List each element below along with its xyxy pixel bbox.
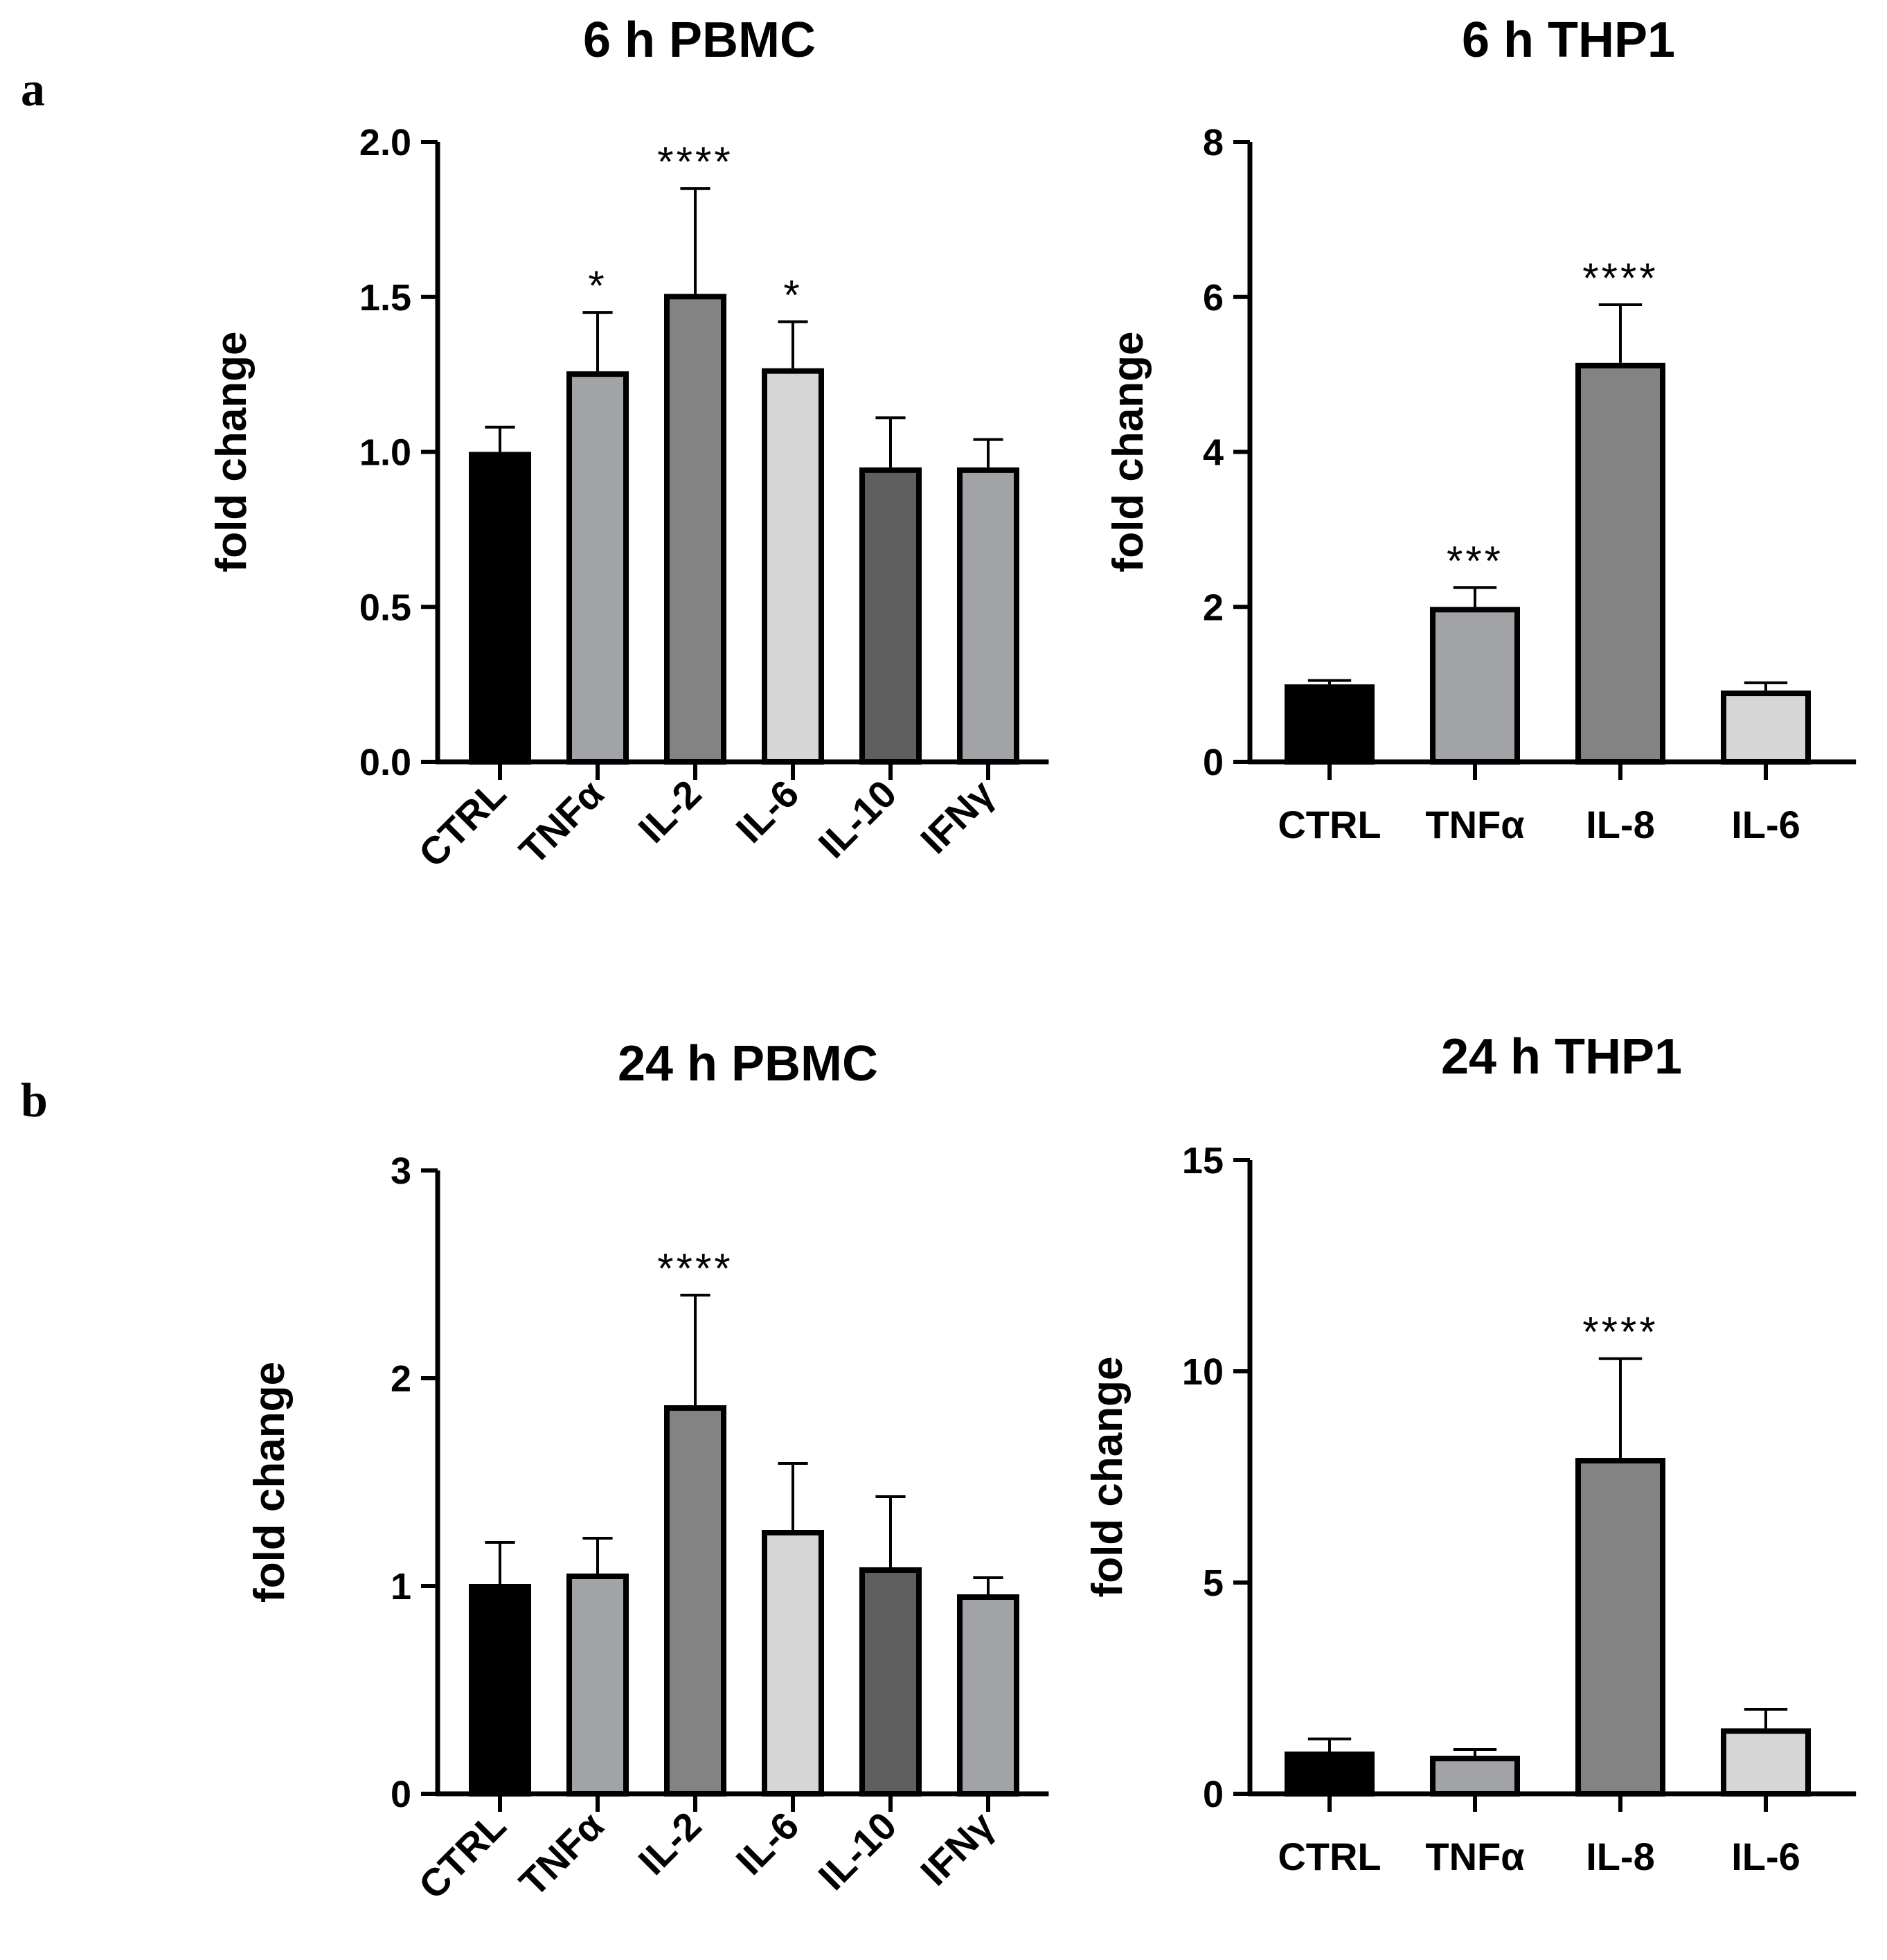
category-label: IL-6 (728, 1803, 807, 1883)
bar-ifn- (957, 1594, 1019, 1797)
category-label: IL-6 (1731, 1835, 1800, 1878)
significance-label: **** (1582, 255, 1658, 301)
significance-label: **** (1582, 1309, 1658, 1355)
bar-il-6 (762, 368, 824, 765)
y-tick-label: 6 (1203, 277, 1224, 319)
category-label: CTRL (1278, 1835, 1381, 1878)
significance-label: **** (657, 1245, 733, 1292)
bar-tnf- (1430, 607, 1520, 765)
bar-il-2 (664, 1405, 726, 1797)
y-tick-label: 0 (391, 1774, 411, 1815)
chart-6h-thp1: 6 h THP1 fold change 0 2 4 6 8 CTRL TNFα *** IL-8 *… (1105, 12, 1857, 846)
chart-title: 6 h PBMC (583, 12, 816, 68)
category-label: IL-10 (810, 772, 905, 866)
y-axis-label: fold change (208, 332, 256, 573)
y-tick-label: 0.5 (359, 587, 411, 628)
y-tick-label: 1.0 (359, 432, 411, 474)
category-label: TNFα (1425, 803, 1524, 846)
y-tick-label: 1 (391, 1566, 411, 1607)
y-tick-label: 1.5 (359, 277, 411, 319)
bar-il-8 (1575, 362, 1665, 765)
category-label: CTRL (410, 1803, 514, 1907)
category-label: IL-6 (1731, 803, 1800, 846)
y-axis-label: fold change (246, 1362, 294, 1603)
y-tick-label: 5 (1203, 1562, 1224, 1604)
panel-label-b: b (21, 1074, 48, 1128)
category-label: TNFα (511, 1803, 612, 1905)
y-tick-label: 0 (1203, 1774, 1224, 1815)
category-label: IL-8 (1586, 803, 1655, 846)
bar-tnf- (566, 1574, 629, 1797)
bar-ifn- (957, 467, 1019, 765)
bar-ctrl (469, 1584, 531, 1797)
category-label: IL-6 (728, 772, 807, 851)
y-tick-label: 2 (1203, 587, 1224, 628)
bar-il-6 (1721, 691, 1811, 765)
y-tick-label: 10 (1182, 1351, 1224, 1393)
chart-title: 24 h THP1 (1441, 1029, 1682, 1085)
category-label: IL-10 (810, 1803, 905, 1898)
y-tick-label: 0.0 (359, 742, 411, 783)
bar-il-10 (859, 467, 922, 765)
bar-tnf- (1430, 1756, 1520, 1797)
y-tick-label: 3 (391, 1150, 411, 1192)
y-tick-label: 2.0 (359, 122, 411, 163)
y-axis-label: fold change (1084, 1357, 1132, 1598)
y-tick-label: 2 (391, 1358, 411, 1400)
significance-label: *** (1447, 537, 1503, 584)
category-label: TNFα (511, 772, 612, 873)
y-tick-label: 4 (1203, 432, 1224, 474)
bar-ctrl (1285, 684, 1375, 765)
category-label: TNFα (1425, 1835, 1524, 1878)
category-label: CTRL (1278, 803, 1381, 846)
chart-title: 6 h THP1 (1462, 12, 1675, 68)
category-label: IFNγ (912, 1803, 1002, 1894)
bar-ctrl (1285, 1752, 1375, 1797)
bar-tnf- (566, 371, 629, 765)
bar-il-8 (1575, 1458, 1665, 1797)
y-tick-label: 15 (1182, 1140, 1224, 1182)
significance-label: * (588, 262, 607, 309)
y-tick-label: 0 (1203, 742, 1224, 783)
bar-il-6 (1721, 1728, 1811, 1797)
panel-label-a: a (21, 63, 45, 116)
y-tick-label: 8 (1203, 122, 1224, 163)
category-label: IFNγ (912, 772, 1002, 862)
bar-ctrl (469, 452, 531, 765)
chart-24h-thp1: 24 h THP1 fold change 0 5 10 15 CTRL TNFα IL-8 **… (1084, 1029, 1857, 1878)
bar-il-10 (859, 1567, 922, 1797)
chart-title: 24 h PBMC (618, 1036, 878, 1092)
category-label: CTRL (410, 772, 514, 875)
category-label: IL-2 (630, 772, 710, 851)
bar-il-6 (762, 1530, 824, 1797)
category-label: IL-8 (1586, 1835, 1655, 1878)
bar-il-2 (664, 294, 726, 765)
chart-6h-pbmc: 6 h PBMC fold change 0.0 0.5 1.0 1.5 2.0 CTRLTN… (208, 12, 1049, 875)
category-label: IL-2 (630, 1803, 710, 1883)
significance-label: **** (657, 139, 733, 185)
y-axis-label: fold change (1105, 332, 1152, 573)
significance-label: * (783, 272, 802, 319)
